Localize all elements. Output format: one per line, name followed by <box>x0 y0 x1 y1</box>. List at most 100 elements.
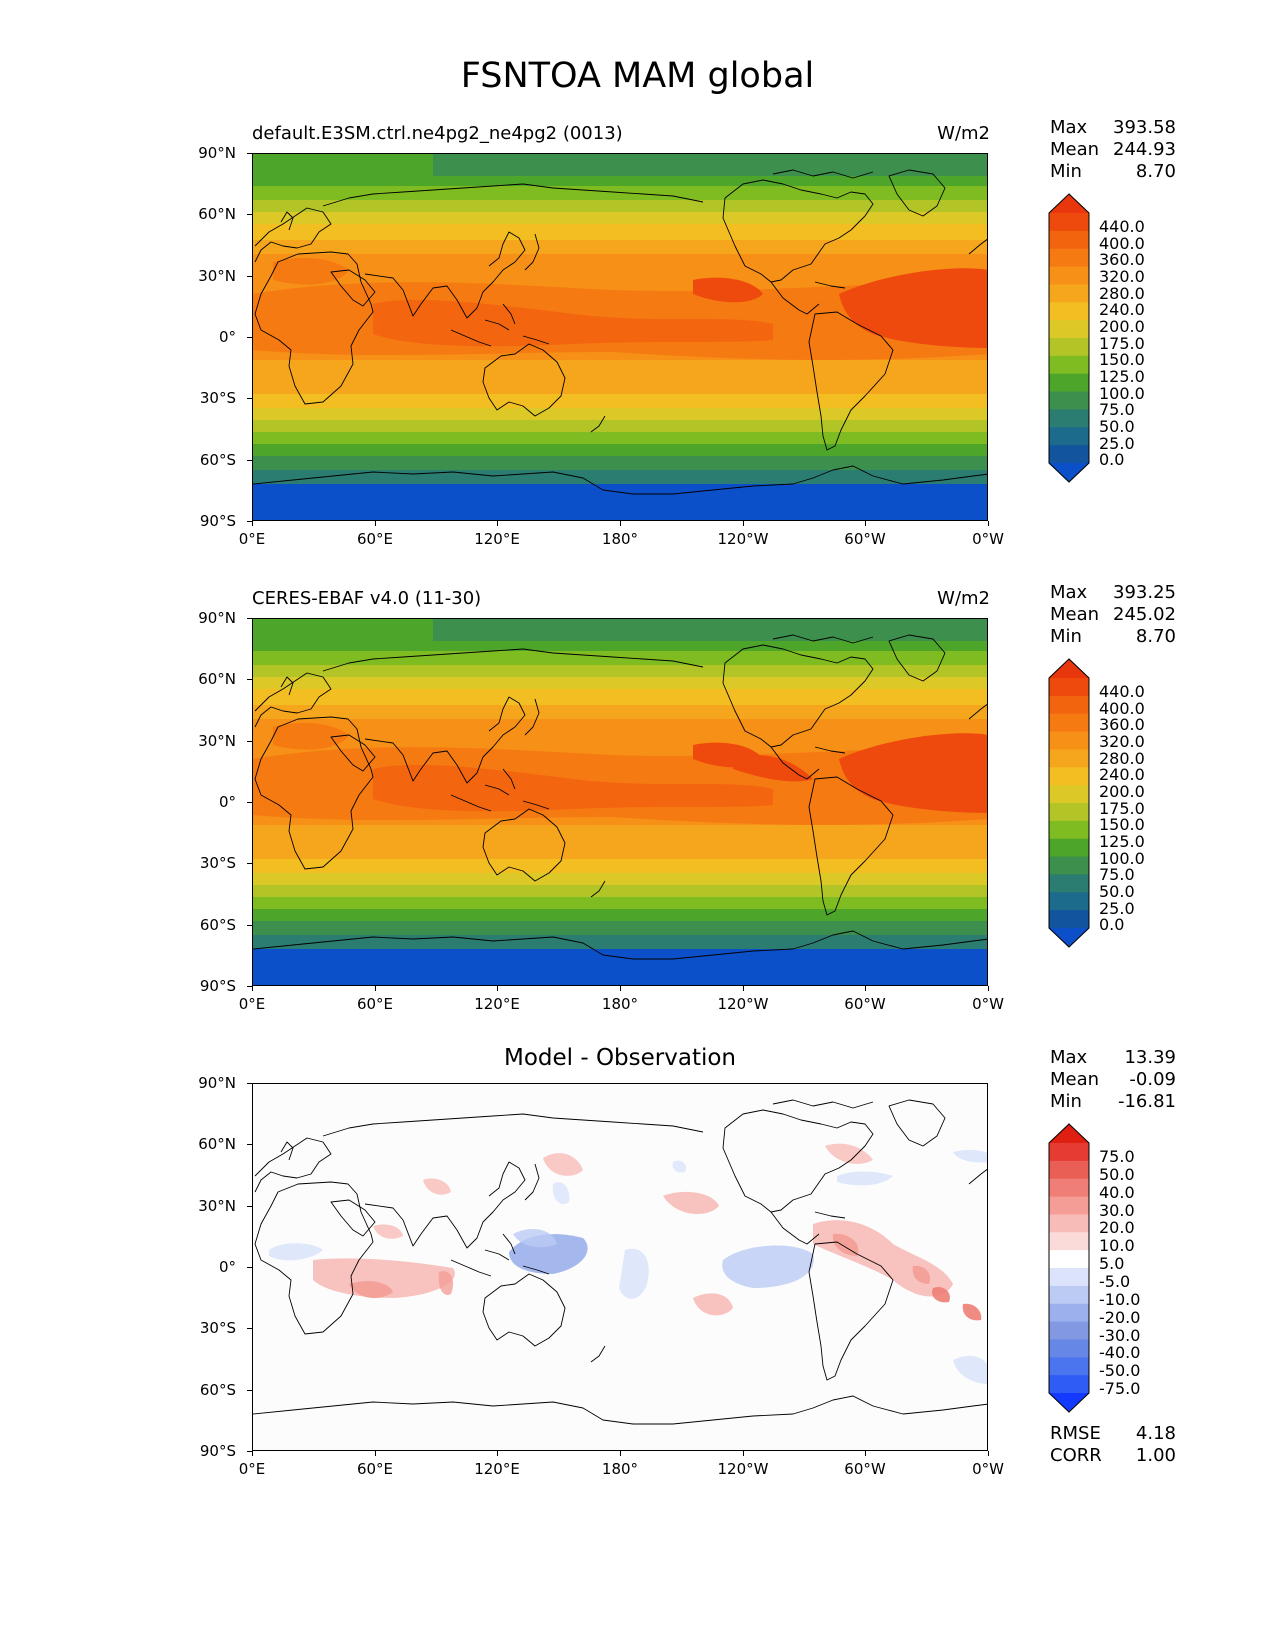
stats-block: Max 393.58 Mean 244.93 Min 8.70 <box>1050 117 1176 183</box>
colorbar-label: 5.0 <box>1099 1254 1125 1274</box>
colorbar-label: 25.0 <box>1099 898 1135 918</box>
anomaly-contour <box>269 1243 323 1261</box>
colorbar-segment <box>1049 856 1089 875</box>
y-tick-label: 30°S <box>199 1319 236 1337</box>
contour-band <box>253 677 987 689</box>
contour-band <box>253 897 987 909</box>
coastline <box>484 784 510 796</box>
coastline <box>254 207 332 263</box>
anomaly-contour <box>832 1233 859 1256</box>
colorbar-label: 20.0 <box>1099 1218 1135 1238</box>
contour-band <box>253 689 987 705</box>
x-tick-mark <box>620 1451 621 1456</box>
x-tick-label: 60°E <box>356 530 394 548</box>
colorbar-segment <box>1049 1357 1089 1376</box>
stat-value: 244.93 <box>1113 139 1176 160</box>
stat-label: Max <box>1050 1047 1088 1068</box>
colorbar-label: 175.0 <box>1099 333 1145 353</box>
y-tick-label: 0° <box>218 793 236 811</box>
panel-title: CERES-EBAF v4.0 (11-30) <box>252 588 482 609</box>
x-tick-label: 120°E <box>474 1460 520 1478</box>
colorbar-segment <box>1049 695 1089 715</box>
anomaly-contour <box>349 1281 393 1299</box>
colorbar-segment <box>1049 302 1089 321</box>
map-svg <box>253 154 987 520</box>
y-tick-label: 60°S <box>199 916 236 934</box>
colorbar-segment <box>1049 785 1089 804</box>
y-tick-mark <box>247 1206 252 1207</box>
contour-band <box>253 949 987 985</box>
colorbar-segment <box>1049 284 1089 303</box>
coastline <box>722 179 874 283</box>
y-tick-mark <box>247 398 252 399</box>
colorbar-segment <box>1049 320 1089 339</box>
y-tick-label: 60°N <box>198 205 236 223</box>
contour-band <box>253 665 987 677</box>
colorbar-label: 75.0 <box>1099 400 1135 420</box>
colorbar-label: -10.0 <box>1099 1289 1141 1309</box>
stat-label: Mean <box>1050 1069 1100 1090</box>
x-tick-label: 60°W <box>844 995 886 1013</box>
coastline <box>253 930 987 960</box>
anomaly-contour <box>837 1171 893 1186</box>
y-tick-mark <box>247 460 252 461</box>
anomaly-contour <box>912 1265 931 1284</box>
stat-label: RMSE <box>1050 1423 1101 1444</box>
anomaly-contour <box>663 1191 719 1215</box>
x-tick-mark <box>620 986 621 991</box>
coastline <box>770 281 820 315</box>
x-tick-label: 180° <box>601 995 639 1013</box>
panel-units: W/m2 <box>937 123 990 144</box>
contour-band <box>253 909 987 921</box>
contour-band <box>253 456 987 470</box>
coastline <box>522 335 550 345</box>
contour-band <box>733 755 813 782</box>
y-tick-label: 90°N <box>198 144 236 162</box>
colorbar-segment <box>1049 910 1089 929</box>
colorbar-segment <box>1049 1143 1089 1162</box>
x-tick-mark <box>252 1451 253 1456</box>
stat-value: 1.00 <box>1135 1445 1176 1466</box>
y-tick-mark <box>247 986 252 987</box>
colorbar-label: 400.0 <box>1099 233 1145 253</box>
coastline <box>254 1137 332 1193</box>
page-title: FSNTOA MAM global <box>460 56 815 96</box>
colorbar-segment <box>1049 1160 1089 1180</box>
anomaly-contour <box>672 1160 687 1173</box>
coastline <box>968 703 987 720</box>
y-tick-mark <box>247 802 252 803</box>
colorbar-segment <box>1049 1268 1089 1287</box>
coastline <box>280 1141 294 1161</box>
contour-band <box>253 186 987 200</box>
colorbar-label: 240.0 <box>1099 300 1145 320</box>
y-tick-label: 30°S <box>199 854 236 872</box>
coastline <box>888 169 946 217</box>
stat-value: 245.02 <box>1113 604 1176 625</box>
contour-band <box>253 825 987 859</box>
coastline <box>450 329 492 347</box>
stat-value: 393.25 <box>1113 582 1176 603</box>
x-tick-mark <box>743 521 744 526</box>
colorbar-segment <box>1049 731 1089 750</box>
x-tick-label: 0°W <box>972 995 1004 1013</box>
coastline <box>502 1233 516 1255</box>
coastline <box>590 415 606 433</box>
panel-model: default.E3SM.ctrl.ne4pg2_ne4pg2 (0013) W… <box>0 117 1275 563</box>
colorbar-label: -75.0 <box>1099 1379 1141 1399</box>
colorbar-label: 50.0 <box>1099 882 1135 901</box>
colorbar-label: 100.0 <box>1099 383 1145 403</box>
x-tick-label: 0°W <box>972 1460 1004 1478</box>
contour-band <box>433 154 987 176</box>
stat-label: Min <box>1050 626 1082 647</box>
anomaly-contour <box>722 1245 814 1288</box>
contour-band <box>253 200 987 212</box>
colorbar-segment <box>1049 713 1089 733</box>
y-tick-mark <box>247 925 252 926</box>
anomaly-contour <box>313 1258 455 1298</box>
x-tick-mark <box>865 521 866 526</box>
stat-value: 393.58 <box>1113 117 1176 138</box>
coastline <box>522 800 550 810</box>
contour-band <box>273 257 349 285</box>
anomaly-contour <box>373 1224 403 1239</box>
stats-block: Max 13.39 Mean -0.09 Min -16.81 <box>1050 1047 1176 1113</box>
